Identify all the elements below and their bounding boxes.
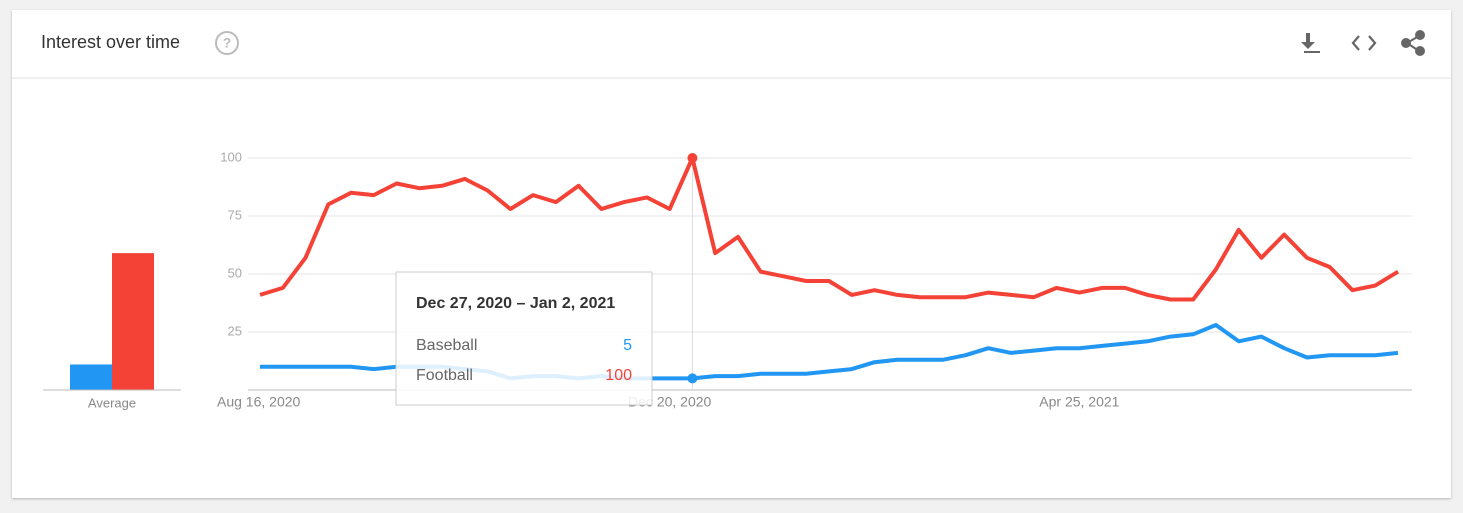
average-bar xyxy=(112,253,154,390)
tooltip-value: 5 xyxy=(623,337,632,354)
tooltip-series-name: Baseball xyxy=(416,337,477,354)
hover-point xyxy=(687,373,698,384)
y-tick-label: 50 xyxy=(228,265,242,280)
tooltip-box xyxy=(395,271,653,406)
card xyxy=(12,10,1451,498)
help-icon[interactable]: ? xyxy=(215,31,239,55)
average-bar xyxy=(70,364,112,390)
x-tick-label: Apr 25, 2021 xyxy=(1039,394,1119,410)
y-tick-label: 100 xyxy=(220,149,242,164)
y-tick-label: 75 xyxy=(228,207,242,222)
embed-icon[interactable] xyxy=(1351,35,1377,51)
tooltip-series-name: Football xyxy=(416,367,473,384)
svg-text:?: ? xyxy=(223,35,232,51)
tooltip: Dec 27, 2020 – Jan 2, 2021 Baseball 5 Foot… xyxy=(395,271,653,406)
tooltip-value: 100 xyxy=(605,367,632,384)
hover-point xyxy=(687,153,698,163)
x-tick-label: Aug 16, 2020 xyxy=(217,394,301,410)
header-title: Interest over time xyxy=(41,32,180,52)
average-label: Average xyxy=(88,395,136,410)
y-tick-label: 25 xyxy=(228,323,242,338)
series-line xyxy=(259,156,1400,302)
tooltip-title: Dec 27, 2020 – Jan 2, 2021 xyxy=(416,295,615,312)
share-icon[interactable] xyxy=(1401,30,1425,56)
download-icon[interactable] xyxy=(1301,33,1320,53)
